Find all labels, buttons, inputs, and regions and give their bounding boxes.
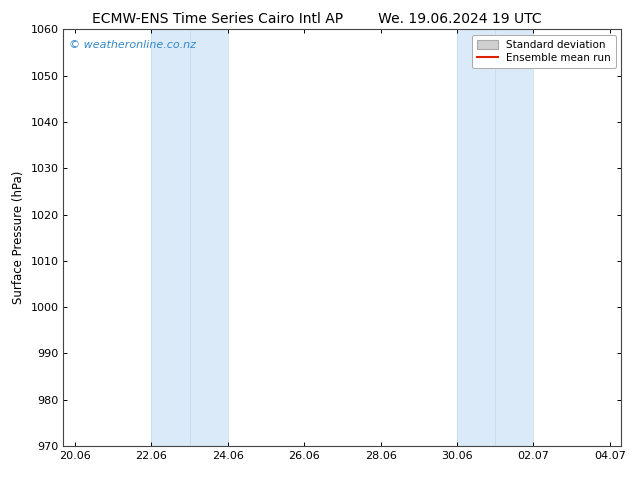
Bar — [457, 29, 495, 446]
Y-axis label: Surface Pressure (hPa): Surface Pressure (hPa) — [12, 171, 25, 304]
Legend: Standard deviation, Ensemble mean run: Standard deviation, Ensemble mean run — [472, 35, 616, 68]
Bar — [152, 29, 190, 446]
Text: © weatheronline.co.nz: © weatheronline.co.nz — [69, 40, 196, 50]
Bar — [190, 29, 228, 446]
Text: ECMW-ENS Time Series Cairo Intl AP        We. 19.06.2024 19 UTC: ECMW-ENS Time Series Cairo Intl AP We. 1… — [92, 12, 542, 26]
Bar — [495, 29, 533, 446]
